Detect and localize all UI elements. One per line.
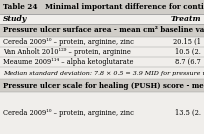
Text: Study: Study	[3, 15, 27, 23]
Bar	[0, 67, 204, 79]
Bar	[0, 47, 204, 57]
Bar	[0, 24, 204, 37]
Text: 13.5 (2.: 13.5 (2.	[175, 109, 201, 117]
Text: Treatm: Treatm	[170, 15, 201, 23]
Bar	[0, 79, 204, 92]
Text: Pressure ulcer surface area - mean cm² baseline values and standa: Pressure ulcer surface area - mean cm² b…	[3, 27, 204, 34]
Text: 20.15 (1: 20.15 (1	[173, 38, 201, 46]
Bar	[0, 92, 204, 134]
Text: Meaume 2009¹¹⁴ – alpha ketoglutarate: Meaume 2009¹¹⁴ – alpha ketoglutarate	[3, 58, 133, 66]
Bar	[0, 14, 204, 24]
Text: 8.7 (6.7: 8.7 (6.7	[175, 58, 201, 66]
Text: Pressure ulcer scale for healing (PUSH) score - mean baseline valu: Pressure ulcer scale for healing (PUSH) …	[3, 81, 204, 90]
Text: 10.5 (2.: 10.5 (2.	[175, 48, 201, 56]
Text: Cereda 2009¹⁰ – protein, arginine, zinc: Cereda 2009¹⁰ – protein, arginine, zinc	[3, 38, 134, 46]
Text: Table 24   Minimal important difference for continuous outco: Table 24 Minimal important difference fo…	[3, 3, 204, 11]
Bar	[0, 0, 204, 14]
Text: Cereda 2009¹⁰ – protein, arginine, zinc: Cereda 2009¹⁰ – protein, arginine, zinc	[3, 109, 134, 117]
Bar	[0, 37, 204, 47]
Bar	[0, 57, 204, 67]
Text: Median standard deviation: 7.8 × 0.5 = 3.9 MID for pressure ulcer sur: Median standard deviation: 7.8 × 0.5 = 3…	[3, 70, 204, 75]
Text: Van Anholt 2010¹²⁹ – protein, arginine: Van Anholt 2010¹²⁹ – protein, arginine	[3, 48, 131, 56]
